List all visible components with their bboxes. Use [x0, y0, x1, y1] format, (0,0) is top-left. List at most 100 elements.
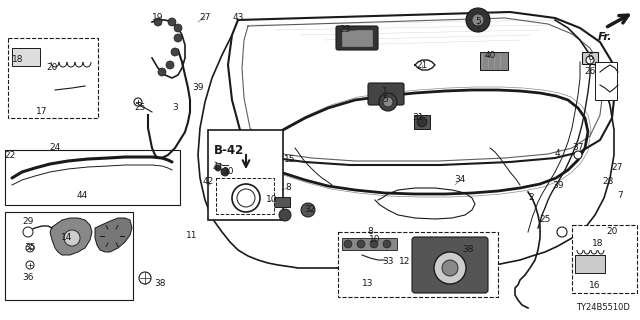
- Text: 40: 40: [484, 51, 496, 60]
- Text: 37: 37: [572, 143, 584, 153]
- Circle shape: [466, 8, 490, 32]
- Text: 27: 27: [611, 164, 623, 172]
- Text: 36: 36: [22, 274, 34, 283]
- Circle shape: [139, 272, 151, 284]
- FancyBboxPatch shape: [368, 83, 404, 105]
- Text: 44: 44: [76, 190, 88, 199]
- Text: 30: 30: [222, 167, 234, 177]
- Text: 33: 33: [382, 258, 394, 267]
- Text: 21: 21: [416, 60, 428, 69]
- Text: 6: 6: [587, 53, 593, 62]
- Text: 26: 26: [584, 68, 596, 76]
- Circle shape: [383, 240, 391, 248]
- Text: 10: 10: [266, 196, 278, 204]
- Bar: [342, 238, 397, 250]
- Text: 38: 38: [462, 245, 474, 254]
- Bar: [414, 115, 430, 129]
- Text: 5: 5: [382, 95, 388, 105]
- Bar: [595, 62, 617, 100]
- Text: 8: 8: [367, 228, 373, 236]
- Circle shape: [171, 48, 179, 56]
- Text: 24: 24: [49, 143, 61, 153]
- Text: 27: 27: [199, 12, 211, 21]
- Circle shape: [174, 24, 182, 32]
- Bar: [342, 30, 372, 46]
- Text: B-42: B-42: [214, 144, 244, 157]
- Text: 29: 29: [22, 218, 34, 227]
- Text: 43: 43: [232, 12, 244, 21]
- Text: 13: 13: [362, 279, 374, 289]
- Circle shape: [434, 252, 466, 284]
- Text: 17: 17: [36, 108, 48, 116]
- Circle shape: [23, 227, 33, 237]
- Circle shape: [586, 56, 594, 64]
- Text: 28: 28: [602, 178, 614, 187]
- Circle shape: [379, 93, 397, 111]
- Circle shape: [383, 97, 393, 107]
- Circle shape: [232, 184, 260, 212]
- Text: 14: 14: [61, 234, 73, 243]
- Circle shape: [456, 246, 468, 258]
- Text: 38: 38: [154, 279, 166, 289]
- Circle shape: [279, 209, 291, 221]
- Bar: [480, 52, 508, 70]
- Text: 41: 41: [212, 164, 224, 172]
- Text: 39: 39: [552, 180, 564, 189]
- Circle shape: [370, 240, 378, 248]
- Circle shape: [557, 227, 567, 237]
- Text: 18: 18: [12, 55, 24, 65]
- Polygon shape: [50, 218, 92, 255]
- Text: 25: 25: [540, 215, 550, 225]
- Text: 3: 3: [172, 103, 178, 113]
- Text: 22: 22: [4, 150, 15, 159]
- Circle shape: [154, 18, 162, 26]
- Circle shape: [174, 34, 182, 42]
- Circle shape: [215, 165, 221, 171]
- Circle shape: [301, 203, 315, 217]
- Text: 35: 35: [24, 244, 36, 252]
- Circle shape: [168, 18, 176, 26]
- Circle shape: [237, 189, 255, 207]
- Circle shape: [574, 151, 582, 159]
- Circle shape: [417, 117, 427, 127]
- Circle shape: [26, 261, 34, 269]
- Bar: [216, 178, 274, 214]
- Text: 1: 1: [382, 87, 388, 97]
- Text: 15: 15: [284, 156, 296, 164]
- Text: 16: 16: [589, 281, 601, 290]
- Circle shape: [158, 68, 166, 76]
- Circle shape: [221, 168, 229, 176]
- Circle shape: [134, 98, 142, 106]
- Bar: [5, 212, 133, 300]
- Text: 7: 7: [617, 190, 623, 199]
- Bar: [8, 38, 98, 118]
- Text: 20: 20: [606, 228, 618, 236]
- Text: 11: 11: [186, 231, 198, 241]
- Text: 32: 32: [304, 205, 316, 214]
- Text: 23: 23: [339, 26, 351, 35]
- Text: 25: 25: [134, 103, 146, 113]
- Text: 12: 12: [399, 258, 411, 267]
- Bar: [575, 255, 605, 273]
- Text: TY24B5510D: TY24B5510D: [576, 303, 630, 312]
- Bar: [582, 52, 598, 64]
- Text: 20: 20: [46, 63, 58, 73]
- Polygon shape: [95, 218, 132, 252]
- FancyBboxPatch shape: [336, 26, 378, 50]
- Text: 8: 8: [285, 183, 291, 193]
- Text: 2: 2: [528, 194, 534, 203]
- Text: 34: 34: [454, 175, 466, 185]
- Circle shape: [64, 230, 80, 246]
- Text: 4: 4: [554, 148, 560, 157]
- Text: 10: 10: [369, 236, 381, 244]
- Text: 42: 42: [202, 178, 214, 187]
- Bar: [12, 48, 40, 66]
- Bar: [338, 232, 498, 297]
- Text: 39: 39: [192, 84, 204, 92]
- Text: 19: 19: [152, 12, 164, 21]
- Text: Fr.: Fr.: [598, 32, 612, 42]
- Bar: [268, 197, 290, 207]
- Circle shape: [472, 14, 484, 26]
- Bar: [208, 130, 283, 220]
- Bar: [5, 150, 180, 205]
